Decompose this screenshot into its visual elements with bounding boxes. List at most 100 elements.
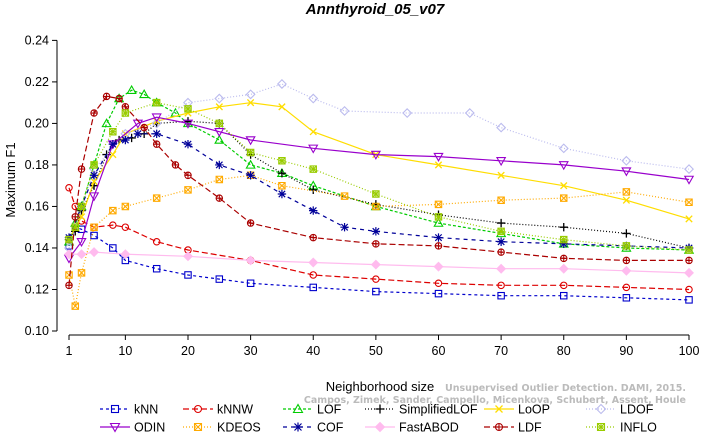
data-point — [277, 189, 287, 199]
data-point — [464, 108, 475, 119]
data-point — [184, 271, 192, 279]
data-point — [133, 129, 143, 138]
data-point — [558, 143, 569, 154]
data-point — [151, 118, 162, 129]
y-tick-label: 0.12 — [25, 282, 49, 296]
data-point — [77, 202, 86, 211]
data-point — [372, 202, 380, 211]
data-point — [433, 152, 444, 162]
x-tick-label: 10 — [118, 344, 132, 358]
legend: kNN kNNW LOF SimplifiedLOF LoOP LDOF ODIN KDEOS… — [100, 403, 657, 434]
data-point — [71, 213, 80, 221]
data-point — [183, 139, 193, 149]
data-point — [246, 279, 255, 288]
data-point — [685, 285, 693, 294]
y-tick-label: 0.20 — [25, 116, 49, 130]
axes: 1 10 20 30 40 50 60 70 80 90 100 0.10 0.12 0.14 0.16 0.… — [25, 33, 700, 358]
data-point — [308, 257, 319, 268]
series-line — [68, 226, 690, 301]
watermark-line-1: Unsupervised Outlier Detection. DAMI, 20… — [445, 383, 686, 394]
data-point — [497, 248, 505, 256]
data-point — [433, 217, 444, 227]
data-point — [558, 161, 569, 171]
legend-label: FastABOD — [399, 421, 459, 434]
data-point — [622, 242, 631, 250]
legend-item-knn: kNN — [100, 403, 158, 417]
series-ldof — [64, 78, 694, 253]
x-tick-label: 100 — [679, 344, 700, 358]
data-point — [65, 184, 73, 192]
data-point — [309, 233, 317, 242]
data-point — [245, 136, 256, 146]
data-point — [278, 157, 286, 165]
data-point — [214, 134, 225, 144]
data-point — [115, 94, 123, 103]
data-point — [121, 103, 130, 111]
series-loop — [65, 98, 693, 244]
legend-label: ODIN — [134, 421, 165, 434]
data-point — [109, 244, 117, 252]
data-point — [215, 119, 224, 128]
data-point — [121, 223, 130, 231]
data-point — [120, 249, 131, 260]
data-point — [140, 123, 148, 132]
data-point — [559, 235, 568, 244]
x-tick-label: 80 — [557, 344, 571, 358]
legend-label: SimplifiedLOF — [399, 403, 478, 417]
series-line — [68, 187, 690, 291]
x-tick-label: 1 — [66, 344, 73, 358]
data-point — [215, 275, 224, 283]
legend-item-ldf: LDF — [484, 421, 542, 434]
data-point — [109, 127, 117, 136]
legend-item-odin: ODIN — [100, 421, 165, 434]
data-point — [433, 261, 444, 272]
data-point — [183, 251, 193, 262]
data-point — [121, 135, 130, 145]
data-point — [496, 122, 507, 133]
data-point — [622, 229, 631, 238]
data-point — [183, 117, 193, 126]
watermark-line-2: Campos, Zimek, Sander, Campello, Micenko… — [304, 395, 686, 406]
y-tick-label: 0.22 — [25, 75, 49, 89]
data-point — [88, 192, 100, 202]
series-line — [68, 174, 690, 307]
data-point — [215, 175, 224, 184]
series-line — [68, 83, 690, 249]
data-point — [340, 223, 349, 232]
data-point — [372, 287, 380, 296]
data-point — [434, 279, 443, 288]
data-point — [77, 165, 86, 173]
series-line — [68, 102, 690, 251]
data-point — [495, 157, 507, 167]
data-point — [434, 233, 443, 242]
x-tick-label: 90 — [619, 344, 633, 358]
legend-label: LDOF — [620, 403, 654, 417]
data-point — [559, 223, 568, 232]
data-point — [496, 218, 506, 228]
legend-label: LOF — [317, 403, 342, 417]
data-point — [685, 215, 693, 223]
data-point — [434, 242, 443, 250]
legend-label: INFLO — [620, 421, 657, 434]
data-point — [372, 240, 380, 248]
data-point — [139, 89, 150, 99]
data-point — [71, 302, 80, 310]
data-point — [292, 403, 304, 414]
data-point — [685, 296, 693, 304]
legend-label: COF — [317, 421, 344, 434]
data-point — [246, 171, 255, 180]
data-point — [558, 263, 569, 274]
series-line — [68, 102, 690, 240]
chart-title: Annthyroid_05_v07 — [305, 1, 445, 18]
legend-item-cof: COF — [283, 421, 344, 434]
data-point — [374, 421, 386, 433]
legend-item-loop: LoOP — [484, 403, 550, 417]
legend-item-fastabod: FastABOD — [365, 421, 459, 434]
data-point — [152, 129, 161, 138]
data-point — [151, 113, 162, 123]
data-point — [193, 404, 203, 414]
data-point — [121, 109, 130, 117]
data-point — [559, 281, 568, 290]
y-tick-label: 0.14 — [25, 241, 49, 255]
data-point — [246, 148, 255, 157]
